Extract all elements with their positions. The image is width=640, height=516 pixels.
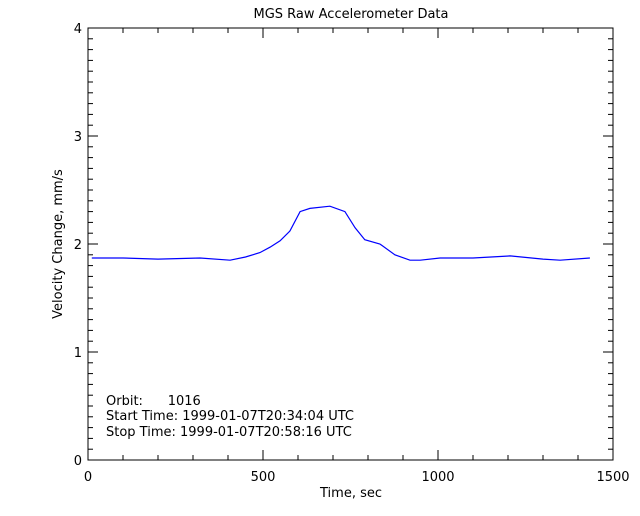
- y-tick-label: 1: [74, 346, 82, 361]
- y-tick-label: 3: [74, 130, 82, 145]
- x-tick-label: 500: [251, 470, 276, 485]
- x-tick-label: 1500: [596, 470, 629, 485]
- annotation-start-time: Start Time: 1999-01-07T20:34:04 UTC: [106, 409, 354, 424]
- y-tick-label: 2: [74, 238, 82, 253]
- tick-labels: 0 500 1000 1500 0 1 2 3 4: [74, 22, 630, 485]
- x-axis-label: Time, sec: [319, 486, 382, 501]
- chart-title: MGS Raw Accelerometer Data: [253, 7, 448, 22]
- series-line: [91, 205, 590, 261]
- x-tick-label: 0: [84, 470, 92, 485]
- y-tick-label: 0: [74, 454, 82, 469]
- annotation-stop-time: Stop Time: 1999-01-07T20:58:16 UTC: [106, 425, 352, 440]
- annotation-orbit: Orbit: 1016: [106, 394, 201, 409]
- x-tick-label: 1000: [421, 470, 454, 485]
- axis-ticks: [87, 27, 614, 461]
- y-axis-label: Velocity Change, mm/s: [51, 169, 66, 319]
- y-tick-label: 4: [74, 22, 82, 37]
